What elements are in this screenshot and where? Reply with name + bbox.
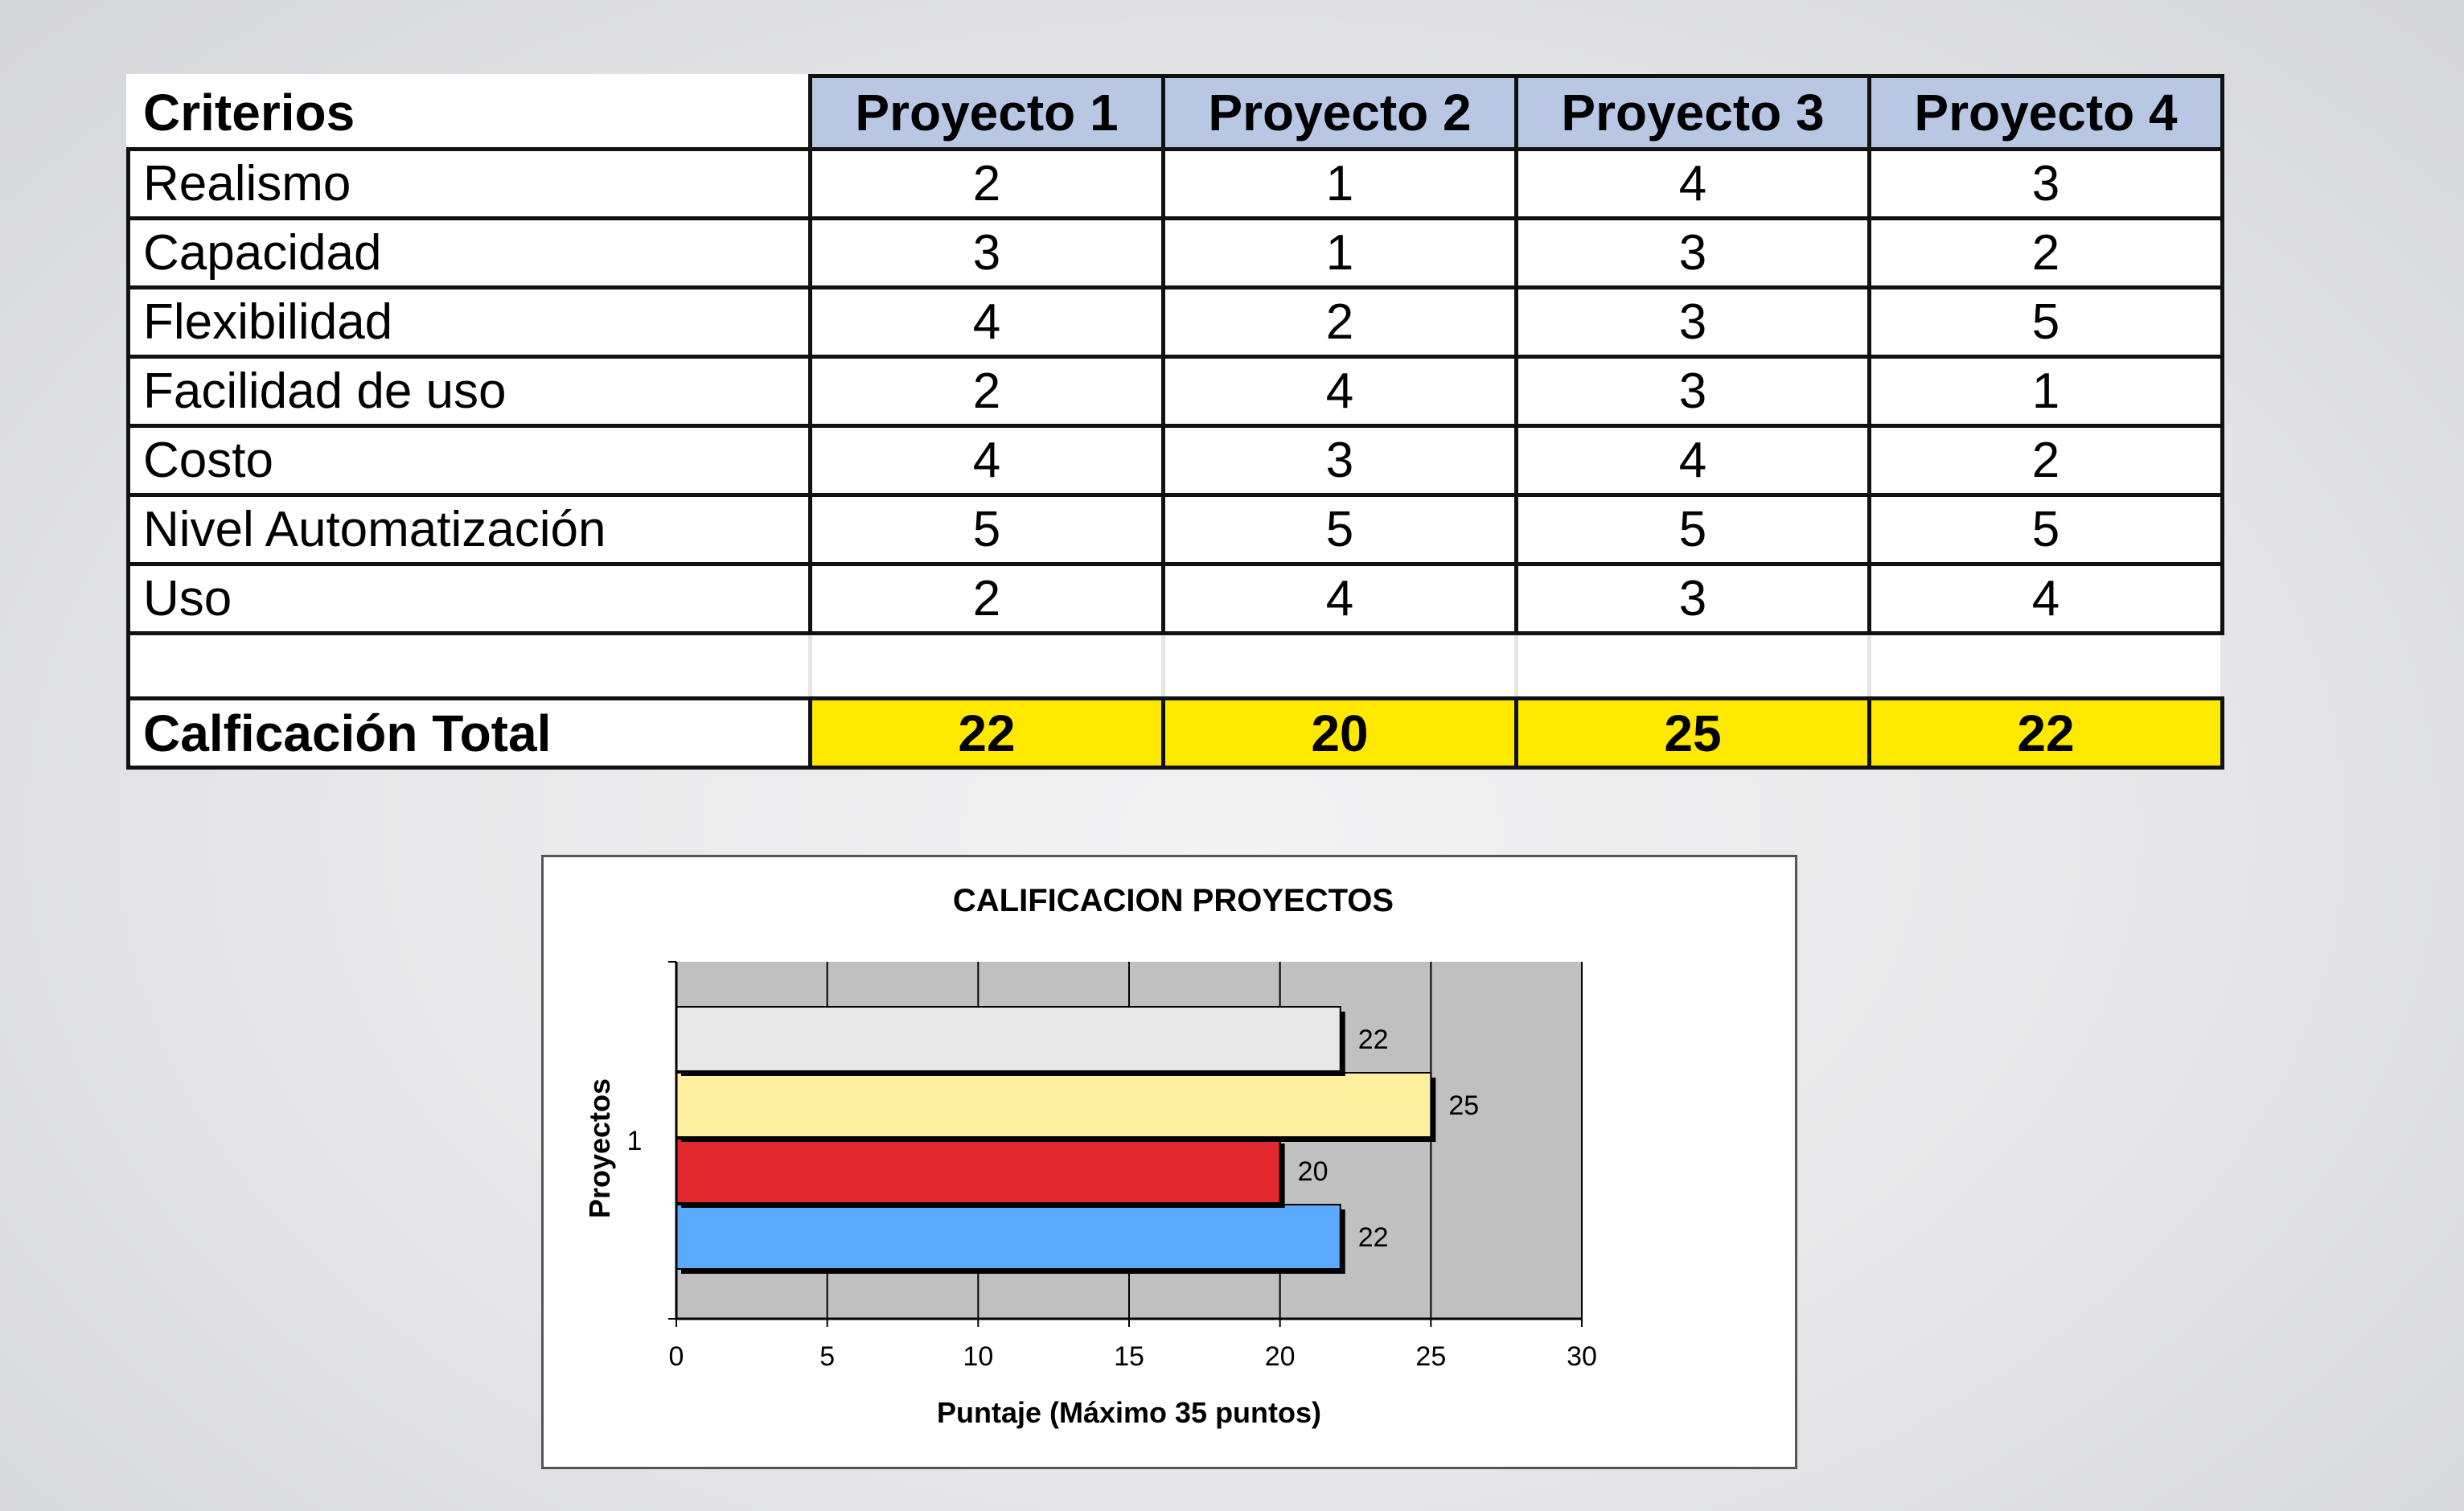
criterion-label: Flexibilidad — [126, 285, 812, 359]
criterion-label: Facilidad de uso — [126, 355, 812, 428]
bar-value-label: 20 — [1298, 1156, 1329, 1187]
score-cell: 2 — [1867, 216, 2224, 289]
y-axis-label: Proyectos — [583, 1078, 616, 1218]
score-cell: 4 — [808, 285, 1165, 359]
x-tick-label: 15 — [1114, 1341, 1144, 1372]
score-cell: 1 — [1161, 147, 1518, 220]
score-cell: 4 — [1161, 562, 1518, 635]
bar — [676, 1138, 1281, 1204]
table-row: Nivel Automatización 5 5 5 5 — [126, 493, 2224, 566]
bar-chart-svg: CALIFICACION PROYECTOS 22 20 25 22 0 5 10 15 20… — [583, 883, 1597, 1429]
score-cell: 3 — [1514, 216, 1871, 289]
score-cell: 1 — [1161, 216, 1518, 289]
project-3-header: Proyecto 3 — [1514, 74, 1871, 151]
table-header-row: Criterios Proyecto 1 Proyecto 2 Proyecto… — [126, 74, 2224, 151]
bar — [676, 1006, 1341, 1072]
category-label: 1 — [627, 1126, 643, 1156]
bar-value-label: 22 — [1358, 1222, 1389, 1253]
table-row: Uso 2 4 3 4 — [126, 562, 2224, 635]
score-cell: 4 — [1867, 562, 2224, 635]
table-row: Costo 4 3 4 2 — [126, 424, 2224, 497]
x-tick-label: 5 — [819, 1341, 835, 1372]
table-spacer-row — [126, 631, 2224, 700]
x-tick-label: 10 — [963, 1341, 993, 1372]
project-4-header: Proyecto 4 — [1867, 74, 2224, 151]
score-cell: 2 — [1867, 424, 2224, 497]
total-row: Calficación Total 22 20 25 22 — [126, 696, 2224, 770]
criteria-header: Criterios — [126, 74, 812, 151]
total-cell: 20 — [1161, 696, 1518, 770]
total-label: Calficación Total — [126, 696, 812, 770]
score-cell: 3 — [1514, 355, 1871, 428]
criterion-label: Capacidad — [126, 216, 812, 289]
score-cell: 3 — [1514, 285, 1871, 359]
bar-value-label: 25 — [1448, 1090, 1479, 1121]
score-cell: 5 — [1867, 285, 2224, 359]
total-cell: 25 — [1514, 696, 1871, 770]
empty-cell — [1161, 631, 1518, 700]
score-cell: 3 — [1514, 562, 1871, 635]
bar-value-label: 22 — [1358, 1024, 1389, 1055]
score-cell: 5 — [1867, 493, 2224, 566]
bars-group — [676, 1006, 1436, 1274]
criterion-label: Costo — [126, 424, 812, 497]
score-cell: 2 — [1161, 285, 1518, 359]
x-axis-label: Puntaje (Máximo 35 puntos) — [937, 1396, 1321, 1429]
x-tick-label: 0 — [669, 1341, 684, 1372]
score-cell: 4 — [1514, 424, 1871, 497]
score-cell: 5 — [1514, 493, 1871, 566]
bar — [676, 1204, 1341, 1270]
bar — [676, 1072, 1432, 1138]
score-cell: 1 — [1867, 355, 2224, 428]
project-1-header: Proyecto 1 — [808, 74, 1165, 151]
bar-labels-group: 22 20 25 22 — [1298, 1024, 1479, 1253]
score-cell: 3 — [1161, 424, 1518, 497]
chart-title: CALIFICACION PROYECTOS — [953, 883, 1394, 918]
score-cell: 3 — [808, 216, 1165, 289]
score-cell: 5 — [808, 493, 1165, 566]
criterion-label: Uso — [126, 562, 812, 635]
x-tick-label: 20 — [1265, 1341, 1296, 1372]
score-cell: 4 — [1514, 147, 1871, 220]
score-chart: CALIFICACION PROYECTOS 22 20 25 22 0 5 10 15 20… — [541, 855, 1797, 1469]
score-cell: 2 — [808, 147, 1165, 220]
score-cell: 4 — [808, 424, 1165, 497]
score-table: Criterios Proyecto 1 Proyecto 2 Proyecto… — [126, 74, 2224, 770]
empty-cell — [1867, 631, 2224, 700]
criterion-label: Realismo — [126, 147, 812, 220]
score-cell: 3 — [1867, 147, 2224, 220]
x-tick-label: 25 — [1415, 1341, 1446, 1372]
score-cell: 2 — [808, 355, 1165, 428]
table-row: Realismo 2 1 4 3 — [126, 147, 2224, 220]
x-tick-labels: 0 5 10 15 20 25 30 — [668, 961, 1597, 1372]
empty-cell — [126, 631, 812, 700]
score-cell: 4 — [1161, 355, 1518, 428]
score-cell: 2 — [808, 562, 1165, 635]
total-cell: 22 — [1867, 696, 2224, 770]
score-cell: 5 — [1161, 493, 1518, 566]
table-row: Facilidad de uso 2 4 3 1 — [126, 355, 2224, 428]
total-cell: 22 — [808, 696, 1165, 770]
criterion-label: Nivel Automatización — [126, 493, 812, 566]
table-row: Capacidad 3 1 3 2 — [126, 216, 2224, 289]
empty-cell — [1514, 631, 1871, 700]
table-row: Flexibilidad 4 2 3 5 — [126, 285, 2224, 359]
project-2-header: Proyecto 2 — [1161, 74, 1518, 151]
x-tick-label: 30 — [1567, 1341, 1597, 1372]
empty-cell — [808, 631, 1165, 700]
